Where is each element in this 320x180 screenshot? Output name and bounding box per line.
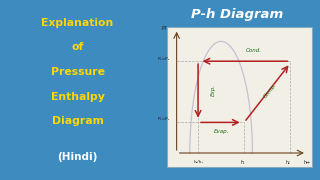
Text: PT: PT — [161, 26, 167, 31]
Text: P₁=P₄: P₁=P₄ — [158, 117, 171, 121]
Text: P-h Diagram: P-h Diagram — [191, 8, 284, 21]
Text: Enthalpy: Enthalpy — [51, 92, 105, 102]
Text: Diagram: Diagram — [52, 116, 104, 126]
Text: Exp.: Exp. — [210, 84, 215, 96]
Text: Explanation: Explanation — [42, 18, 114, 28]
Text: h₁: h₁ — [241, 159, 246, 165]
Text: of: of — [71, 42, 84, 52]
Text: Comp.: Comp. — [263, 81, 278, 99]
Text: Evap.: Evap. — [213, 129, 229, 134]
Text: (Hindi): (Hindi) — [57, 152, 98, 162]
Text: Cond.: Cond. — [246, 48, 262, 53]
Text: h→: h→ — [303, 159, 310, 165]
Text: h₂: h₂ — [285, 159, 290, 165]
Text: Pressure: Pressure — [51, 67, 105, 77]
Text: P₂=P₃: P₂=P₃ — [158, 57, 171, 61]
FancyBboxPatch shape — [167, 27, 312, 167]
Text: h₃/h₄: h₃/h₄ — [194, 160, 204, 164]
